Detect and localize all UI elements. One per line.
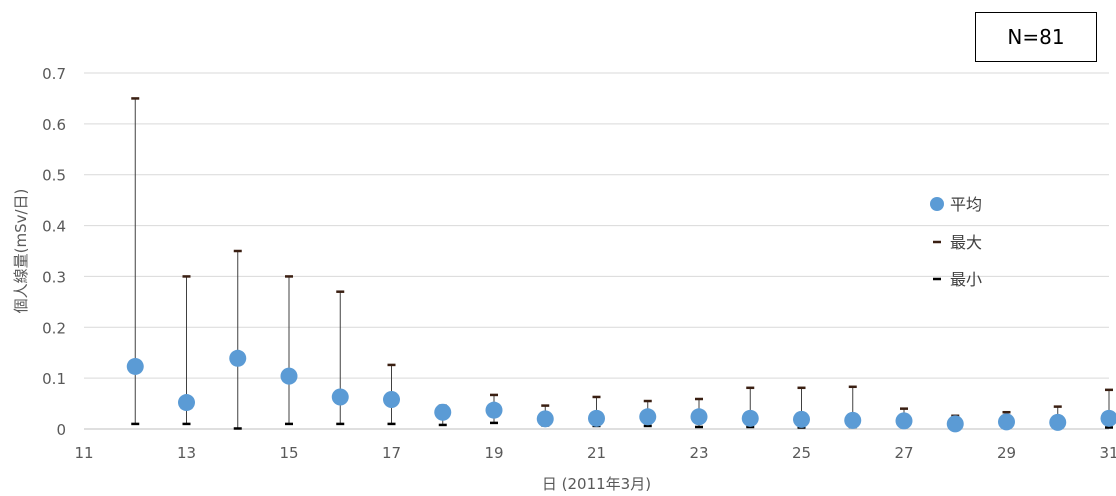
y-tick-label: 0.5 bbox=[42, 167, 66, 185]
mean-point bbox=[1100, 409, 1116, 427]
y-tick-label: 0.4 bbox=[42, 218, 66, 236]
sample-size-text: N=81 bbox=[1007, 25, 1065, 49]
x-tick-label: 27 bbox=[894, 444, 913, 462]
x-tick-label: 13 bbox=[177, 444, 196, 462]
mean-point bbox=[998, 413, 1015, 431]
x-tick-label: 25 bbox=[792, 444, 811, 462]
mean-point bbox=[793, 410, 810, 428]
mean-point bbox=[280, 367, 298, 385]
x-tick-label: 31 bbox=[1099, 444, 1116, 462]
x-tick-label: 19 bbox=[484, 444, 503, 462]
mean-point bbox=[383, 391, 400, 409]
x-axis-title: 日 (2011年3月) bbox=[542, 475, 651, 493]
legend-label: 平均 bbox=[950, 195, 982, 214]
mean-point bbox=[536, 410, 554, 428]
mean-point bbox=[178, 394, 195, 412]
mean-point bbox=[639, 408, 657, 426]
x-tick-label: 15 bbox=[279, 444, 298, 462]
x-tick-label: 11 bbox=[74, 444, 93, 462]
mean-point bbox=[946, 415, 964, 433]
x-tick-label: 23 bbox=[689, 444, 708, 462]
mean-point bbox=[741, 409, 759, 427]
mean-point bbox=[690, 408, 708, 426]
legend-label: 最小 bbox=[950, 270, 982, 289]
y-tick-label: 0.3 bbox=[42, 268, 66, 286]
y-tick-label: 0.7 bbox=[42, 65, 66, 83]
x-tick-label: 29 bbox=[997, 444, 1016, 462]
x-tick-label: 21 bbox=[587, 444, 606, 462]
y-tick-label: 0.6 bbox=[42, 116, 66, 134]
mean-point bbox=[1049, 413, 1067, 431]
mean-point bbox=[588, 409, 605, 427]
sample-size-annotation: N=81 bbox=[975, 12, 1097, 62]
mean-point bbox=[844, 411, 862, 429]
mean-point bbox=[229, 349, 247, 367]
legend-mean-marker bbox=[930, 197, 944, 211]
y-tick-label: 0 bbox=[56, 421, 66, 439]
y-tick-label: 0.2 bbox=[42, 319, 66, 337]
legend-label: 最大 bbox=[950, 233, 982, 252]
mean-point bbox=[485, 401, 503, 419]
mean-point bbox=[331, 388, 349, 406]
y-axis-title: 個人線量(mSv/日) bbox=[12, 189, 30, 314]
mean-point bbox=[895, 412, 913, 430]
y-tick-label: 0.1 bbox=[42, 370, 66, 388]
mean-point bbox=[434, 403, 452, 421]
mean-point bbox=[126, 357, 144, 375]
x-tick-label: 17 bbox=[382, 444, 401, 462]
